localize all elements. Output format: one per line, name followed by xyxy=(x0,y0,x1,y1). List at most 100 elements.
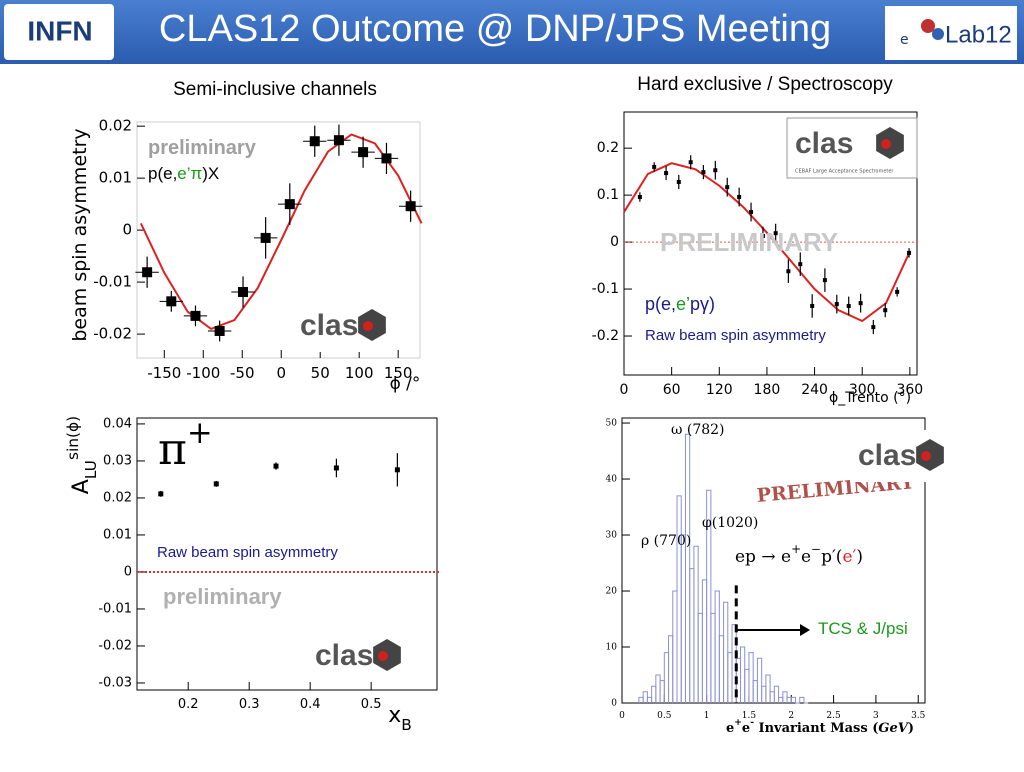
data-point xyxy=(381,153,392,164)
y-tick-label: 0 xyxy=(611,699,617,709)
text-part: ϕ /° xyxy=(390,374,421,394)
x-tick-label: 50 xyxy=(311,364,330,382)
data-point xyxy=(846,303,851,308)
plot-frame xyxy=(136,121,421,359)
y-tick-label: 40 xyxy=(606,475,618,485)
data-point xyxy=(907,250,912,255)
histogram-bin xyxy=(676,495,682,703)
histogram-bin xyxy=(782,691,788,703)
text-part: Raw beam spin asymmetry xyxy=(157,544,338,561)
data-point xyxy=(284,199,295,210)
text-part: e xyxy=(742,721,750,736)
data-point xyxy=(871,325,876,330)
histogram-bin xyxy=(748,652,754,703)
x-tick-label: 0.3 xyxy=(239,697,260,712)
text-part: e xyxy=(801,547,811,567)
y-tick-label: 0.01 xyxy=(103,527,132,542)
x-tick-label: 180 xyxy=(754,382,781,398)
data-point xyxy=(810,303,815,308)
infn-logo-box xyxy=(4,4,114,60)
y-tick-label: 0.1 xyxy=(597,187,619,203)
histogram-bin xyxy=(672,590,678,703)
y-tick-label: 0 xyxy=(124,564,132,579)
text-part: ω (782) xyxy=(671,422,725,438)
text-part: e’ xyxy=(676,294,690,314)
data-point xyxy=(834,302,839,307)
x-tick-label: 240 xyxy=(801,382,828,398)
x-tick-label: 3.5 xyxy=(911,711,926,721)
x-tick-label: 0 xyxy=(276,364,286,382)
text-part: ) xyxy=(908,721,914,736)
annotation: p(e,e’pγ) xyxy=(645,294,715,314)
data-point xyxy=(213,481,219,487)
data-point xyxy=(737,195,742,200)
data-point xyxy=(713,168,718,173)
text-part: e’π xyxy=(177,164,202,183)
histogram-bin xyxy=(655,674,661,703)
data-point xyxy=(749,210,754,215)
annotation: φ(1020) xyxy=(702,515,758,531)
y-tick-label: -0.02 xyxy=(93,325,132,343)
x-tick-label: 150 xyxy=(384,364,413,382)
text-part: TCS & J/psi xyxy=(818,619,908,638)
x-tick-label: 0.2 xyxy=(178,697,199,712)
histogram-bin xyxy=(701,579,708,703)
data-point xyxy=(725,185,730,190)
text-part: sin(ϕ) xyxy=(64,416,82,460)
data-point xyxy=(273,463,279,469)
text-part: ) xyxy=(856,547,863,567)
data-point xyxy=(676,179,681,184)
histogram-bin xyxy=(680,534,686,703)
text-part: B xyxy=(401,716,412,734)
x-tick-label: 1 xyxy=(704,711,710,721)
x-tick-label: -50 xyxy=(230,364,255,382)
x-tick-label: 3 xyxy=(873,711,879,721)
y-tick-label: -0.02 xyxy=(98,638,132,653)
slide-title: CLAS12 Outcome @ DNP/JPS Meeting xyxy=(159,8,831,50)
data-point xyxy=(358,147,369,158)
text-part: preliminary xyxy=(163,584,282,609)
data-point xyxy=(142,267,153,278)
y-tick-label: 30 xyxy=(606,531,618,541)
y-tick-label: -0.01 xyxy=(98,601,132,616)
data-point xyxy=(238,286,249,297)
text-part: A xyxy=(69,479,94,494)
text-part: φ(1020) xyxy=(702,515,758,531)
annotation: ρ (770) xyxy=(641,533,691,549)
annotation: PRELIMINARY xyxy=(660,227,838,257)
y-tick-label: -0.1 xyxy=(592,281,619,297)
data-point xyxy=(405,201,416,212)
jlab-logo-box xyxy=(885,6,1017,60)
histogram-bin xyxy=(769,691,775,703)
histogram-bin xyxy=(718,635,725,703)
data-point xyxy=(688,160,693,165)
section-label: Hard exclusive / Spectroscopy xyxy=(637,74,893,95)
histogram-bin xyxy=(684,433,691,703)
text-part: p′( xyxy=(821,547,842,567)
y-tick-label: 20 xyxy=(606,587,618,597)
x-axis-label: e+e- Invariant Mass (GeV) xyxy=(726,717,914,736)
histogram-bin xyxy=(761,685,767,703)
y-tick-label: 0.02 xyxy=(103,490,132,505)
jlab-logo-dot xyxy=(921,19,935,33)
histogram-bin xyxy=(744,668,750,703)
logo-text: clas xyxy=(300,309,358,342)
histogram-bin xyxy=(778,696,784,703)
histogram-bin xyxy=(739,646,746,703)
data-point xyxy=(664,171,669,176)
histogram-bin xyxy=(765,674,771,703)
text-part: LU xyxy=(82,460,100,479)
arrow-head xyxy=(800,624,810,636)
data-point xyxy=(652,164,657,169)
text-part: GeV xyxy=(878,721,909,736)
logo-dot xyxy=(921,451,931,461)
x-axis-label: ϕ_Trento (°) xyxy=(829,390,911,406)
x-tick-label: 0.5 xyxy=(657,711,672,721)
x-tick-label: 360 xyxy=(896,382,923,398)
histogram-bin xyxy=(668,635,674,703)
y-tick-label: 0 xyxy=(610,234,619,250)
annotation: TCS & J/psi xyxy=(818,619,908,638)
plot-frame xyxy=(623,111,918,376)
